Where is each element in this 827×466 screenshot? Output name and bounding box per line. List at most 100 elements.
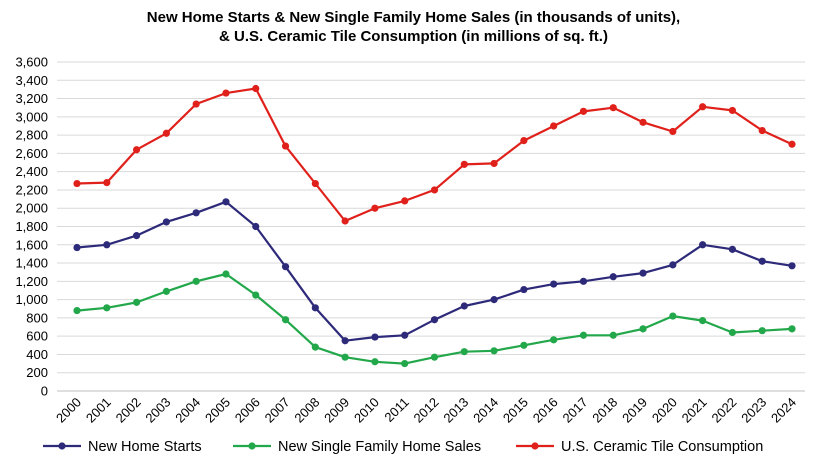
series-1-point bbox=[222, 270, 230, 278]
x-tick-label: 2002 bbox=[113, 395, 144, 426]
legend-label-2: U.S. Ceramic Tile Consumption bbox=[561, 439, 763, 455]
series-2-point bbox=[192, 100, 200, 108]
x-tick-label: 2022 bbox=[708, 395, 739, 426]
y-tick-label: 1,600 bbox=[15, 237, 48, 252]
y-tick-label: 600 bbox=[26, 329, 48, 344]
series-2-point bbox=[639, 118, 647, 126]
legend-marker-0 bbox=[58, 442, 66, 450]
x-tick-label: 2010 bbox=[351, 395, 382, 426]
chart-title-line-2: & U.S. Ceramic Tile Consumption (in mill… bbox=[219, 28, 608, 45]
x-tick-label: 2005 bbox=[202, 395, 233, 426]
x-tick-label: 2008 bbox=[291, 395, 322, 426]
series-line-2 bbox=[76, 87, 793, 223]
y-tick-label: 3,400 bbox=[15, 73, 48, 88]
series-0-point bbox=[728, 245, 737, 253]
x-tick-label: 2003 bbox=[142, 395, 173, 426]
series-1-point bbox=[192, 277, 200, 285]
series-1-point bbox=[162, 287, 170, 295]
series-2-point bbox=[371, 204, 379, 212]
y-tick-label: 2,400 bbox=[15, 164, 48, 179]
series-2-point bbox=[311, 179, 319, 188]
series-1-point bbox=[281, 316, 290, 324]
series-1-point bbox=[460, 348, 468, 356]
series-1-point bbox=[520, 341, 528, 349]
x-tick-label: 2015 bbox=[500, 395, 531, 426]
series-1-point bbox=[311, 343, 319, 351]
series-1-point bbox=[550, 336, 558, 344]
series-2-point bbox=[252, 84, 260, 93]
x-tick-label: 2020 bbox=[649, 395, 680, 426]
series-0-point bbox=[401, 331, 409, 339]
series-0-point bbox=[609, 273, 617, 281]
series-1-point bbox=[728, 328, 737, 337]
series-0-point bbox=[490, 296, 498, 304]
series-0-point bbox=[550, 280, 558, 288]
series-2-point bbox=[728, 106, 737, 115]
series-2-point bbox=[281, 142, 290, 150]
series-0-point bbox=[73, 243, 81, 252]
series-0-point bbox=[699, 241, 707, 249]
series-2-point bbox=[550, 122, 558, 130]
series-0-point bbox=[341, 337, 349, 345]
series-0-point bbox=[669, 261, 677, 269]
series-2-point bbox=[579, 107, 588, 115]
series-2-point bbox=[222, 89, 230, 97]
series-2-point bbox=[609, 104, 617, 112]
y-tick-label: 400 bbox=[26, 347, 48, 362]
series-0-point bbox=[639, 269, 647, 277]
series-1-point bbox=[788, 325, 796, 333]
y-tick-label: 1,400 bbox=[15, 256, 48, 271]
y-tick-label: 1,000 bbox=[15, 292, 48, 307]
x-tick-label: 2013 bbox=[440, 395, 471, 426]
x-tick-label: 2016 bbox=[530, 395, 561, 426]
series-1-point bbox=[699, 317, 707, 325]
x-tick-label: 2007 bbox=[262, 395, 293, 426]
series-1-point bbox=[579, 331, 588, 339]
series-0-point bbox=[460, 302, 468, 310]
y-tick-label: 3,000 bbox=[15, 109, 48, 124]
series-0-point bbox=[371, 333, 379, 341]
series-1-point bbox=[758, 327, 766, 335]
series-0-point bbox=[192, 209, 200, 217]
series-0-point bbox=[430, 316, 439, 324]
legend-marker-1 bbox=[248, 442, 256, 450]
y-tick-label: 200 bbox=[26, 365, 48, 380]
series-0-point bbox=[311, 304, 319, 312]
series-2-point bbox=[103, 179, 111, 187]
series-2-point bbox=[73, 179, 81, 188]
x-tick-label: 2018 bbox=[589, 395, 620, 426]
y-tick-label: 1,200 bbox=[15, 274, 48, 289]
series-2-point bbox=[430, 186, 439, 194]
series-1-point bbox=[341, 353, 349, 361]
series-2-point bbox=[699, 103, 707, 111]
series-1-point bbox=[430, 353, 439, 361]
series-1-point bbox=[73, 306, 81, 315]
x-tick-label: 2019 bbox=[619, 395, 650, 426]
y-tick-label: 2,600 bbox=[15, 146, 48, 161]
series-0-point bbox=[162, 218, 170, 226]
series-0-point bbox=[520, 285, 528, 294]
y-tick-label: 0 bbox=[41, 384, 48, 399]
series-0-point bbox=[281, 263, 290, 271]
series-2-point bbox=[669, 127, 677, 136]
x-tick-label: 2012 bbox=[411, 395, 442, 426]
x-tick-label: 2024 bbox=[768, 395, 799, 426]
series-0-point bbox=[103, 241, 111, 249]
legend-marker-2 bbox=[531, 442, 539, 450]
series-0-point bbox=[132, 232, 141, 240]
chart-title-line-1: New Home Starts & New Single Family Home… bbox=[146, 9, 681, 26]
series-1-point bbox=[609, 331, 617, 339]
legend-label-0: New Home Starts bbox=[88, 439, 202, 455]
y-tick-label: 2,800 bbox=[15, 128, 48, 143]
x-tick-label: 2009 bbox=[321, 395, 352, 426]
series-1-point bbox=[639, 325, 647, 333]
x-tick-label: 2011 bbox=[381, 395, 411, 425]
series-0-point bbox=[788, 262, 796, 270]
series-2-point bbox=[401, 197, 409, 205]
series-2-point bbox=[162, 129, 170, 137]
series-2-point bbox=[520, 136, 528, 145]
series-1-point bbox=[252, 291, 260, 299]
y-tick-label: 3,200 bbox=[15, 91, 48, 106]
series-1-point bbox=[371, 358, 379, 366]
